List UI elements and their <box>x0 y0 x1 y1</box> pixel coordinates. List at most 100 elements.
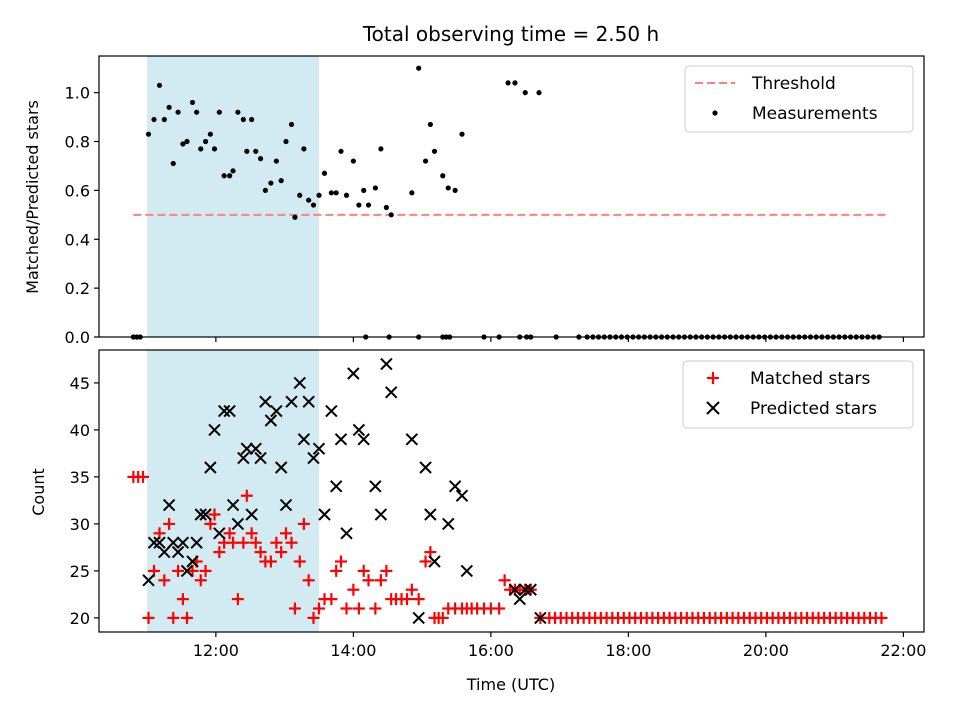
predicted-star-point <box>162 498 176 512</box>
matched-star-point <box>493 602 506 615</box>
bottom-legend-box <box>682 360 914 429</box>
measurement-point <box>422 158 429 164</box>
measurement-point <box>288 121 295 128</box>
predicted-star-point <box>424 508 437 521</box>
matched-star-point <box>142 611 155 624</box>
bottom-x-axis: 12:00 14:00 16:00 18:00 20:00 22:00 <box>193 632 926 660</box>
predicted-star-point <box>158 545 171 559</box>
predicted-star-point <box>329 480 343 493</box>
measurement-point <box>306 197 312 203</box>
measurement-point <box>151 116 157 123</box>
measurement-point <box>262 187 268 193</box>
matched-star-point <box>297 517 310 530</box>
measurement-point <box>372 185 378 191</box>
measurement-point <box>505 80 511 86</box>
bottom-axes-frame <box>98 349 925 633</box>
matched-star-point <box>245 527 258 540</box>
measurement-point <box>170 160 176 167</box>
predicted-star-point <box>208 423 221 437</box>
observing-span-rect-top <box>147 56 319 337</box>
top-y-tick-label: 0.2 <box>65 279 90 298</box>
predicted-star-point <box>279 498 293 512</box>
measurement-point <box>427 121 433 128</box>
matched-star-point <box>208 508 221 521</box>
measurement-point <box>240 116 246 123</box>
matched-star-point <box>307 611 320 624</box>
predicted-star-point <box>190 536 203 549</box>
top-y-tick-label: 1.0 <box>65 84 90 103</box>
top-observing-span <box>147 56 319 337</box>
measurement-point <box>522 90 528 96</box>
top-y-tick-label: 0.6 <box>65 181 90 200</box>
predicted-star-points <box>142 357 547 625</box>
matched-star-point <box>240 489 253 502</box>
top-y-tick-label: 0.0 <box>65 328 90 347</box>
measurement-point <box>198 146 204 152</box>
predicted-star-point <box>213 527 226 540</box>
predicted-star-point <box>312 442 326 455</box>
top-y-tick-label: 0.4 <box>65 230 90 249</box>
predicted-star-point <box>245 508 258 521</box>
matched-star-point <box>227 536 240 549</box>
top-y-tick-label: 0.8 <box>65 133 90 152</box>
matched-star-point <box>357 564 370 577</box>
matched-star-point <box>167 611 180 624</box>
predicted-star-point <box>249 442 262 455</box>
predicted-star-point <box>226 498 240 512</box>
measurement-point <box>365 202 372 208</box>
top-panel: 0.0 0.2 0.4 0.6 0.8 1.0 Matched/Predicted sta… <box>23 55 925 347</box>
matched-star-point <box>401 593 413 606</box>
measurement-point <box>175 109 181 115</box>
measurement-point <box>283 138 289 145</box>
measurement-point <box>338 148 344 154</box>
matched-star-point <box>405 583 418 596</box>
matched-star-point <box>172 564 185 577</box>
bottom-y-tick-label: 45 <box>70 374 90 393</box>
measurement-point <box>440 173 446 179</box>
measurement-point <box>244 148 250 154</box>
predicted-star-point <box>380 357 393 371</box>
measurement-point <box>292 214 298 220</box>
predicted-star-point <box>171 545 185 559</box>
predicted-star-point <box>293 376 306 390</box>
predicted-star-point <box>442 517 455 531</box>
predicted-star-point <box>180 564 194 578</box>
measurement-point <box>180 141 186 147</box>
predicted-star-point <box>513 592 526 606</box>
matched-star-point <box>270 536 283 549</box>
matched-star-point <box>181 611 193 624</box>
matched-star-point <box>380 564 393 577</box>
matched-star-point <box>352 602 365 615</box>
predicted-star-point <box>428 555 441 568</box>
predicted-star-point <box>357 433 370 446</box>
measurement-point <box>536 90 542 96</box>
matched-star-point <box>264 555 277 568</box>
predicted-star-point <box>153 536 166 549</box>
matched-star-points <box>127 470 888 624</box>
measurement-point <box>316 192 322 198</box>
matched-star-point <box>194 574 207 587</box>
predicted-star-point <box>519 583 532 596</box>
top-y-axis-label: Matched/Predicted stars <box>23 100 42 294</box>
observing-span-rect-bottom <box>147 350 319 632</box>
x-axis-label: Time (UTC) <box>466 675 555 694</box>
matched-star-point <box>237 536 250 549</box>
measurement-point <box>145 131 152 137</box>
measurement-point <box>383 204 389 211</box>
x-tick-label: 16:00 <box>468 641 514 660</box>
predicted-star-point <box>448 480 462 493</box>
top-y-axis: 0.0 0.2 0.4 0.6 0.8 1.0 <box>65 84 99 347</box>
predicted-star-point <box>302 395 315 408</box>
predicted-star-point <box>325 404 338 418</box>
matched-star-point <box>176 593 189 606</box>
measurement-point <box>221 173 227 179</box>
predicted-star-point <box>186 555 199 568</box>
measurement-point <box>328 190 334 196</box>
top-legend-box <box>684 65 914 133</box>
measurement-point <box>431 148 438 154</box>
matched-star-point <box>199 564 212 577</box>
matched-star-point <box>325 593 338 606</box>
predicted-star-point <box>508 583 522 596</box>
predicted-star-point <box>369 480 382 493</box>
